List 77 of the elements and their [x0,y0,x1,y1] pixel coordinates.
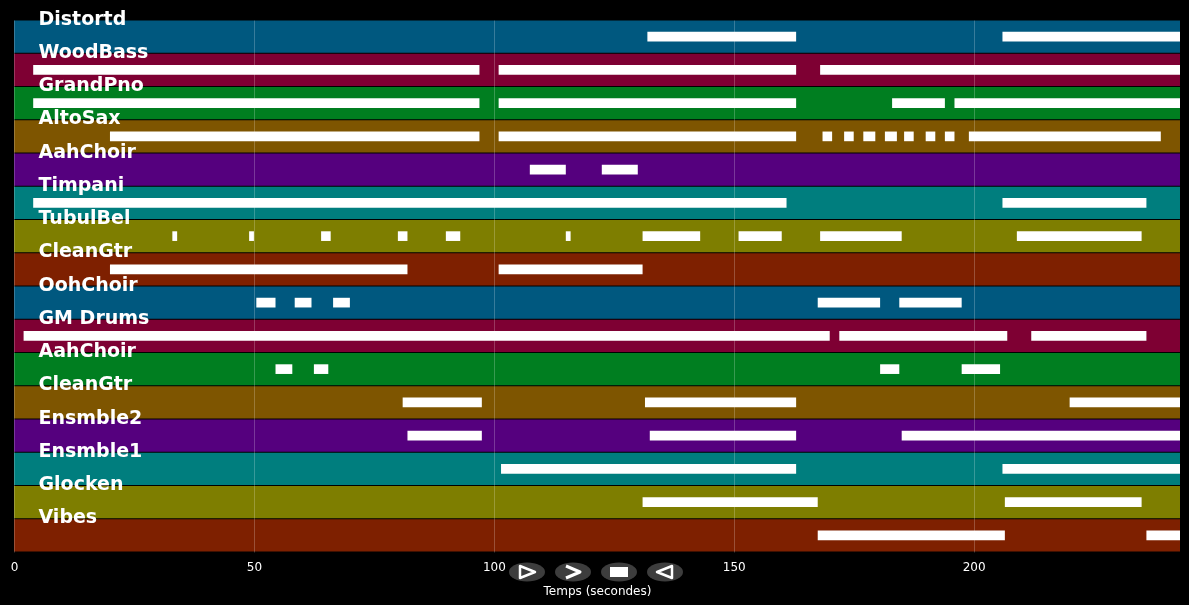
bar [820,65,1180,75]
bar [1069,397,1180,408]
x-tick-label: 50 [246,559,263,574]
bar [498,65,797,75]
y-tick-label: GM Drums [38,305,150,328]
x-tick-label: 150 [722,559,746,574]
bar [1004,497,1142,507]
y-tick-label: AahChoir [38,339,137,362]
bar [644,397,797,408]
bar [565,231,571,241]
bar [880,364,900,374]
y-tick-label: Ensmble2 [38,405,143,428]
y-tick-label: Timpani [38,172,125,195]
bar [817,297,881,308]
bar [498,264,643,275]
bar [109,264,408,275]
bar [863,131,876,142]
bar [901,430,1180,441]
y-tick-label: Vibes [38,505,98,528]
bar [642,231,701,241]
bar [968,131,1161,142]
bar [1002,464,1180,474]
bar [33,198,787,208]
bar [899,297,962,308]
bar [649,430,797,441]
bar [642,497,818,507]
bar [961,364,1001,374]
bar [738,231,782,241]
bar [904,131,914,142]
bar [275,364,293,374]
x-axis-title: Temps (secondes) [542,583,652,598]
y-tick-label: Ensmble1 [38,438,143,461]
bar [529,164,566,175]
bar [892,98,945,108]
bar [172,231,178,241]
bar [402,397,482,408]
y-tick-label: AltoSax [38,106,121,129]
bar [1146,530,1180,541]
bar [601,164,638,175]
bar [445,231,461,241]
bar [954,98,1180,108]
bar [884,131,897,142]
bar [844,131,854,142]
y-tick-label: OohChoir [38,272,139,295]
y-tick-label: AahChoir [38,139,137,162]
bar [321,231,331,241]
bar [1031,331,1147,341]
bar [839,331,1008,341]
bar [1016,231,1142,241]
bar [501,464,797,474]
bar [1002,198,1147,208]
y-tick-label: CleanGtr [38,239,133,262]
bar [397,231,408,241]
bar [647,31,797,42]
bar [256,297,276,308]
x-tick-label: 200 [962,559,986,574]
y-tick-label: GrandPno [38,73,144,96]
bar [109,131,480,142]
bar [820,231,902,241]
bar [23,331,830,341]
bar [1002,31,1180,42]
y-tick-label: Distortd [38,6,127,29]
bar [407,430,482,441]
y-tick-label: TubulBel [38,206,131,229]
bar [33,65,480,75]
y-tick-label: WoodBass [38,39,149,62]
x-tick-label: 0 [10,559,19,574]
bar [33,98,480,108]
bar [333,297,350,308]
bar [498,131,797,142]
x-tick-label: 100 [482,559,506,574]
bar [249,231,254,241]
bar [817,530,1005,541]
bar [313,364,329,374]
y-tick-label: CleanGtr [38,372,133,395]
y-tick-label: Glocken [38,472,124,495]
bar [498,98,797,108]
